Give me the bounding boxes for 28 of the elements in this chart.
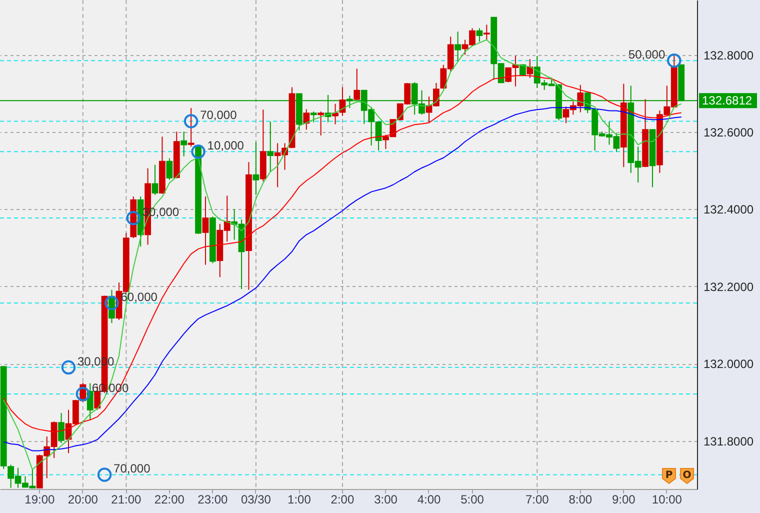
x-tick-label: 23:00 xyxy=(198,492,228,506)
x-tick-label: 21:00 xyxy=(111,492,142,506)
annotation: P xyxy=(665,470,673,481)
x-tick-label: 2:00 xyxy=(330,492,354,506)
x-tick-label: 19:00 xyxy=(24,492,55,506)
x-tick-label: 7:00 xyxy=(525,492,550,506)
y-tick-label: 132.4000 xyxy=(704,202,754,217)
y-tick-label: 131.8000 xyxy=(704,434,754,448)
annotation: 50,000 xyxy=(628,48,666,62)
annotation: O xyxy=(682,470,692,481)
x-tick-label: 8:00 xyxy=(568,492,592,506)
x-tick-label: 5:00 xyxy=(460,492,484,506)
y-tick-label: 132.2000 xyxy=(704,280,754,294)
x-tick-label: 03/30 xyxy=(240,492,272,506)
x-tick-label: 1:00 xyxy=(288,492,312,506)
y-tick-label: 132.6000 xyxy=(704,125,754,140)
x-tick-label: 3:00 xyxy=(374,492,398,506)
annotation: 70,000 xyxy=(114,462,151,476)
y-tick-label: 132.8000 xyxy=(704,48,754,62)
y-tick-label: 132.0000 xyxy=(704,357,754,372)
x-tick-label: 9:00 xyxy=(612,492,636,506)
annotation: 70,000 xyxy=(200,108,238,122)
x-tick-label: 22:00 xyxy=(154,492,185,506)
x-tick-label: 10:00 xyxy=(652,492,682,506)
x-tick-label: 20:00 xyxy=(68,492,98,506)
ref-line-label: 132.6812 xyxy=(702,94,752,108)
x-tick-label: 4:00 xyxy=(417,492,441,506)
annotation: 10,000 xyxy=(207,138,244,153)
